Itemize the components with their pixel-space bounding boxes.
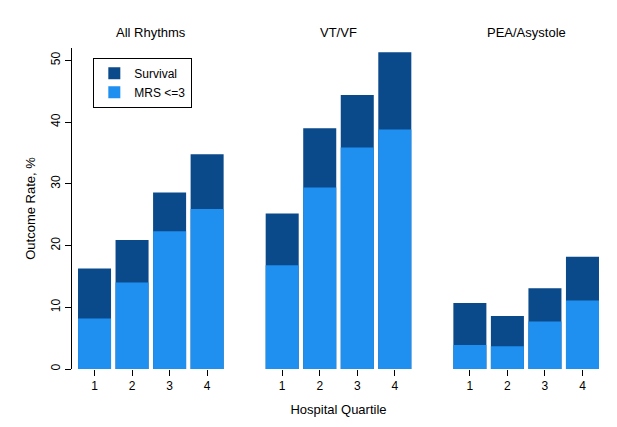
svg-text:3: 3 [542,379,549,393]
svg-text:1: 1 [91,379,98,393]
svg-text:4: 4 [204,379,211,393]
svg-text:Outcome Rate, %: Outcome Rate, % [23,157,38,260]
svg-text:30: 30 [49,175,63,189]
svg-text:2: 2 [504,379,511,393]
svg-text:3: 3 [354,379,361,393]
svg-text:50: 50 [49,52,63,66]
svg-text:2: 2 [129,379,136,393]
svg-text:PEA/Asystole: PEA/Asystole [487,25,566,40]
svg-text:4: 4 [391,379,398,393]
svg-text:0: 0 [49,364,63,371]
svg-text:Survival: Survival [134,67,177,81]
svg-text:3: 3 [166,379,173,393]
svg-text:10: 10 [49,298,63,312]
svg-text:20: 20 [49,237,63,251]
svg-text:40: 40 [49,113,63,127]
svg-text:MRS <=3: MRS <=3 [134,86,185,100]
svg-text:1: 1 [279,379,286,393]
svg-text:All Rhythms: All Rhythms [116,25,186,40]
svg-text:VT/VF: VT/VF [320,25,357,40]
svg-text:2: 2 [316,379,323,393]
svg-text:Hospital Quartile: Hospital Quartile [290,402,386,417]
svg-text:4: 4 [579,379,586,393]
svg-text:1: 1 [467,379,474,393]
